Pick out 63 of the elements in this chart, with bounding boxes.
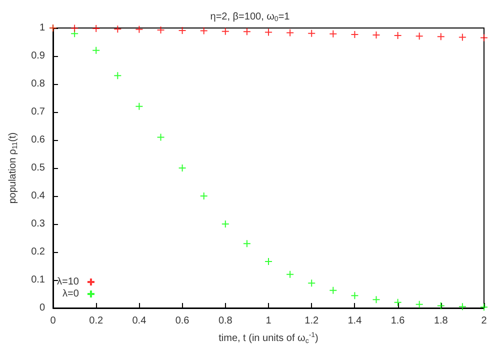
- point: [436, 32, 445, 41]
- point: [394, 298, 402, 306]
- point: [350, 292, 359, 300]
- y-tick-label: 0.1: [31, 274, 46, 286]
- y-tick-label: 0.2: [31, 246, 46, 258]
- point: [286, 28, 294, 37]
- y-tick-label: 1: [39, 22, 46, 34]
- point: [242, 28, 251, 36]
- x-tick-label: 0.2: [89, 316, 104, 326]
- x-tick-label: 1.2: [304, 316, 319, 326]
- point: [458, 33, 466, 42]
- point: [178, 164, 186, 172]
- point: [200, 192, 208, 200]
- x-tick-label: 0.6: [175, 316, 190, 326]
- point: [70, 24, 79, 32]
- x-tick-label: 2: [481, 316, 488, 326]
- point: [70, 30, 79, 38]
- y-tick-label: 0.8: [31, 78, 46, 90]
- point: [178, 26, 186, 35]
- y-tick-label: 0.5: [31, 162, 46, 174]
- point: [114, 72, 122, 80]
- point: [200, 26, 208, 35]
- legend-label: λ=10: [56, 276, 80, 288]
- point: [221, 220, 230, 228]
- x-tick-label: 0.8: [218, 316, 233, 326]
- y-tick-label: 0.9: [31, 50, 46, 62]
- point: [458, 302, 466, 311]
- x-tick-label: 1.6: [390, 316, 406, 326]
- point: [242, 240, 251, 248]
- point: [135, 102, 144, 110]
- point: [372, 31, 380, 39]
- point: [264, 28, 272, 36]
- point: [372, 296, 380, 304]
- y-tick-label: 0.3: [31, 218, 46, 230]
- y-tick-label: 0.7: [31, 106, 46, 118]
- point: [135, 25, 144, 34]
- point: [436, 302, 445, 310]
- y-tick-label: 0.4: [31, 190, 46, 202]
- point: [221, 27, 230, 36]
- point: [264, 258, 272, 266]
- point: [480, 34, 488, 42]
- point: [308, 29, 316, 38]
- point: [329, 286, 338, 294]
- point: [92, 46, 100, 54]
- y-tick-label: 0.6: [31, 134, 46, 146]
- point: [156, 133, 165, 142]
- point: [350, 30, 359, 38]
- y-tick-label: 0: [39, 302, 46, 314]
- legend-label: λ=0: [62, 288, 80, 300]
- x-tick-label: 1: [266, 316, 272, 326]
- x-tick-label: 1.4: [348, 316, 362, 326]
- point: [114, 25, 122, 34]
- point: [329, 30, 338, 38]
- x-tick-label: 0: [50, 316, 56, 326]
- point: [308, 279, 316, 288]
- x-tick-label: 1.8: [434, 316, 448, 326]
- point: [92, 24, 100, 33]
- point: [415, 32, 424, 40]
- point: [156, 26, 165, 34]
- point: [394, 32, 402, 40]
- x-tick-label: 0.4: [132, 316, 147, 326]
- point: [415, 300, 424, 308]
- point: [286, 270, 294, 278]
